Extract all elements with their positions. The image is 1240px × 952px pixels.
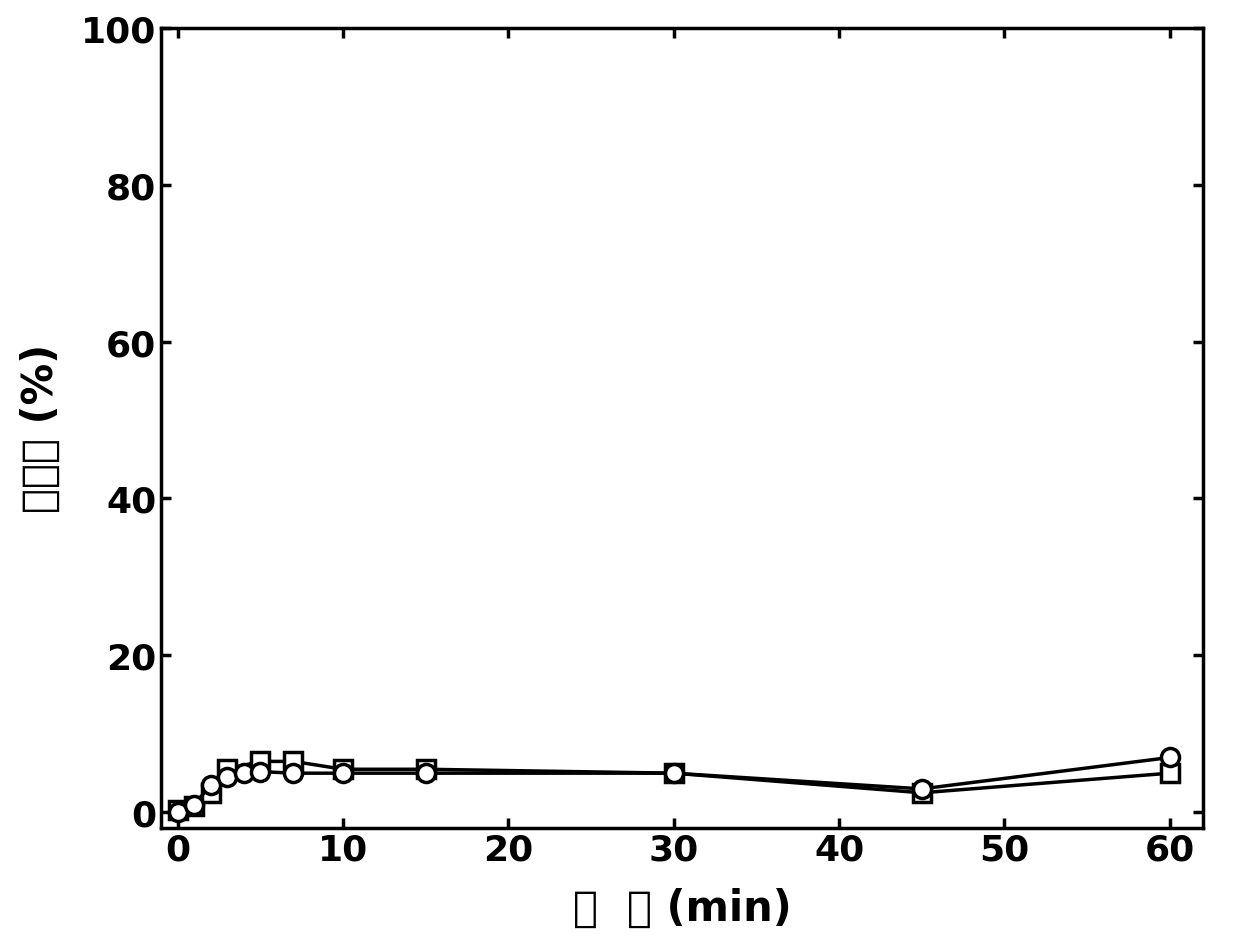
- Y-axis label: 去除率 (%): 去除率 (%): [20, 344, 62, 513]
- X-axis label: 时  间 (min): 时 间 (min): [573, 886, 791, 928]
